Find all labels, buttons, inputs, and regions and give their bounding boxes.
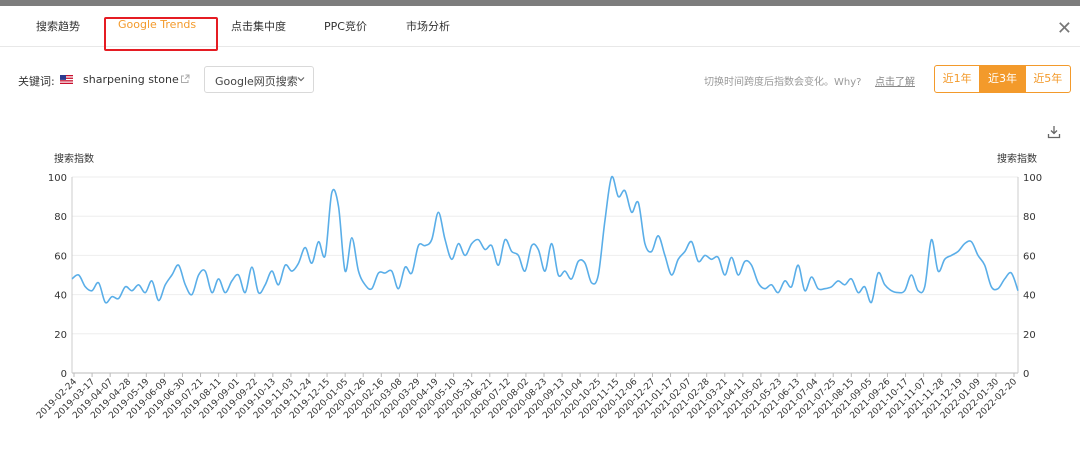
y-tick-label-right: 40 (1023, 291, 1036, 302)
y-tick-label-left: 60 (54, 251, 67, 262)
y-axis-label-left: 搜索指数 (54, 152, 94, 165)
time-range-selector: 近1年 近3年 近5年 (934, 65, 1071, 93)
us-flag-icon (60, 75, 73, 84)
series-line (71, 175, 1019, 304)
x-axis-ticks: 2019-02-242019-03-172019-04-072019-04-28… (35, 373, 1019, 421)
search-source-select[interactable]: Google网页搜索 (204, 66, 314, 93)
tab-search-trend[interactable]: 搜索趋势 (36, 20, 80, 33)
y-tick-label-right: 20 (1023, 330, 1036, 341)
learn-more-link[interactable]: 点击了解 (875, 77, 915, 88)
keyword-label: 关键词: (18, 75, 55, 88)
download-icon[interactable] (1046, 124, 1062, 140)
close-icon[interactable]: ✕ (1056, 18, 1072, 39)
y-tick-label-left: 40 (54, 291, 67, 302)
chart-grid (71, 176, 1019, 374)
range-5y-button[interactable]: 近5年 (1024, 66, 1070, 92)
y-axis-label-right: 搜索指数 (997, 152, 1037, 165)
tab-market-analysis[interactable]: 市场分析 (406, 20, 450, 33)
tab-click-concentration[interactable]: 点击集中度 (231, 20, 286, 33)
external-link-icon[interactable] (180, 74, 190, 84)
y-tick-label-right: 0 (1023, 369, 1029, 380)
time-span-hint: 切换时间跨度后指数会变化。Why? (704, 77, 862, 88)
keyword-value: sharpening stone (83, 73, 179, 86)
y-tick-label-left: 0 (61, 369, 67, 380)
chevron-down-icon (297, 77, 305, 82)
tab-ppc-bid[interactable]: PPC竞价 (324, 20, 367, 33)
y-tick-label-left: 100 (48, 173, 67, 184)
search-source-value: Google网页搜索 (215, 75, 298, 88)
trend-chart: 搜索指数 搜索指数 0 0 20 20 40 40 60 60 80 80 100 100 2019-… (35, 152, 1042, 421)
y-tick-label-left: 80 (54, 212, 67, 223)
range-3y-button[interactable]: 近3年 (979, 66, 1025, 92)
tab-bar: 搜索趋势 Google Trends 点击集中度 PPC竞价 市场分析 ✕ (0, 6, 1080, 51)
y-tick-label-left: 20 (54, 330, 67, 341)
window-top-bar (0, 0, 1080, 6)
range-1y-button[interactable]: 近1年 (942, 72, 972, 85)
tab-highlight-box (104, 17, 218, 51)
tab-google-trends[interactable]: Google Trends (118, 18, 197, 31)
y-tick-label-right: 100 (1023, 173, 1042, 184)
y-tick-label-right: 60 (1023, 251, 1036, 262)
y-tick-label-right: 80 (1023, 212, 1036, 223)
y-axis-ticks: 0 0 20 20 40 40 60 60 80 80 100 100 (48, 173, 1042, 380)
